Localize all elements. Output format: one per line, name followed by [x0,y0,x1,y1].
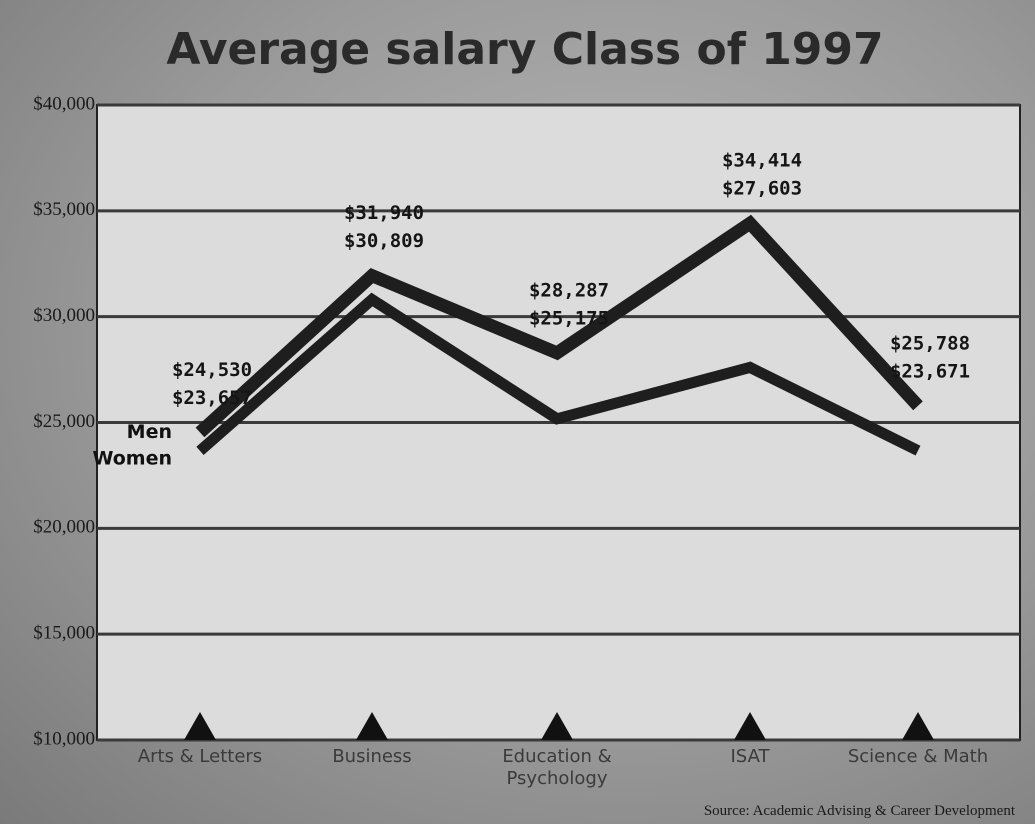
data-label: $23,671 [890,360,970,382]
chart-title: Average salary Class of 1997 [166,24,883,75]
data-label: $25,175 [529,307,609,329]
x-tick-label: Business [332,746,412,767]
y-tick-label: $25,000 [33,411,95,432]
category-marker [541,712,573,740]
x-tick-label: Arts & Letters [137,746,263,767]
data-label: $31,940 [344,202,424,224]
x-tick-label: Science & Math [847,746,989,767]
y-tick-label: $40,000 [33,93,95,114]
y-tick-label: $35,000 [33,199,95,220]
data-label: $24,530 [172,359,252,381]
y-tick-label: $20,000 [33,517,95,538]
data-label: $30,809 [344,230,424,252]
data-label: $23,657 [172,387,252,409]
series-label: Men [127,421,172,443]
source-note: Source: Academic Advising & Career Devel… [703,803,1015,819]
category-marker [356,712,388,740]
data-label: $34,414 [722,150,802,172]
data-label: $28,287 [529,279,609,301]
category-marker [184,712,216,740]
y-tick-label: $15,000 [33,623,95,644]
series-label: Women [92,447,172,469]
series-line [196,292,921,456]
x-tick-label: ISAT [730,746,770,767]
series-line [195,214,923,438]
category-marker [734,712,766,740]
y-tick-label: $30,000 [33,305,95,326]
data-label: $27,603 [722,178,802,200]
data-label: $25,788 [890,332,970,354]
x-tick-label: Education & Psychology [502,746,612,789]
category-marker [902,712,934,740]
y-tick-label: $10,000 [33,728,95,749]
